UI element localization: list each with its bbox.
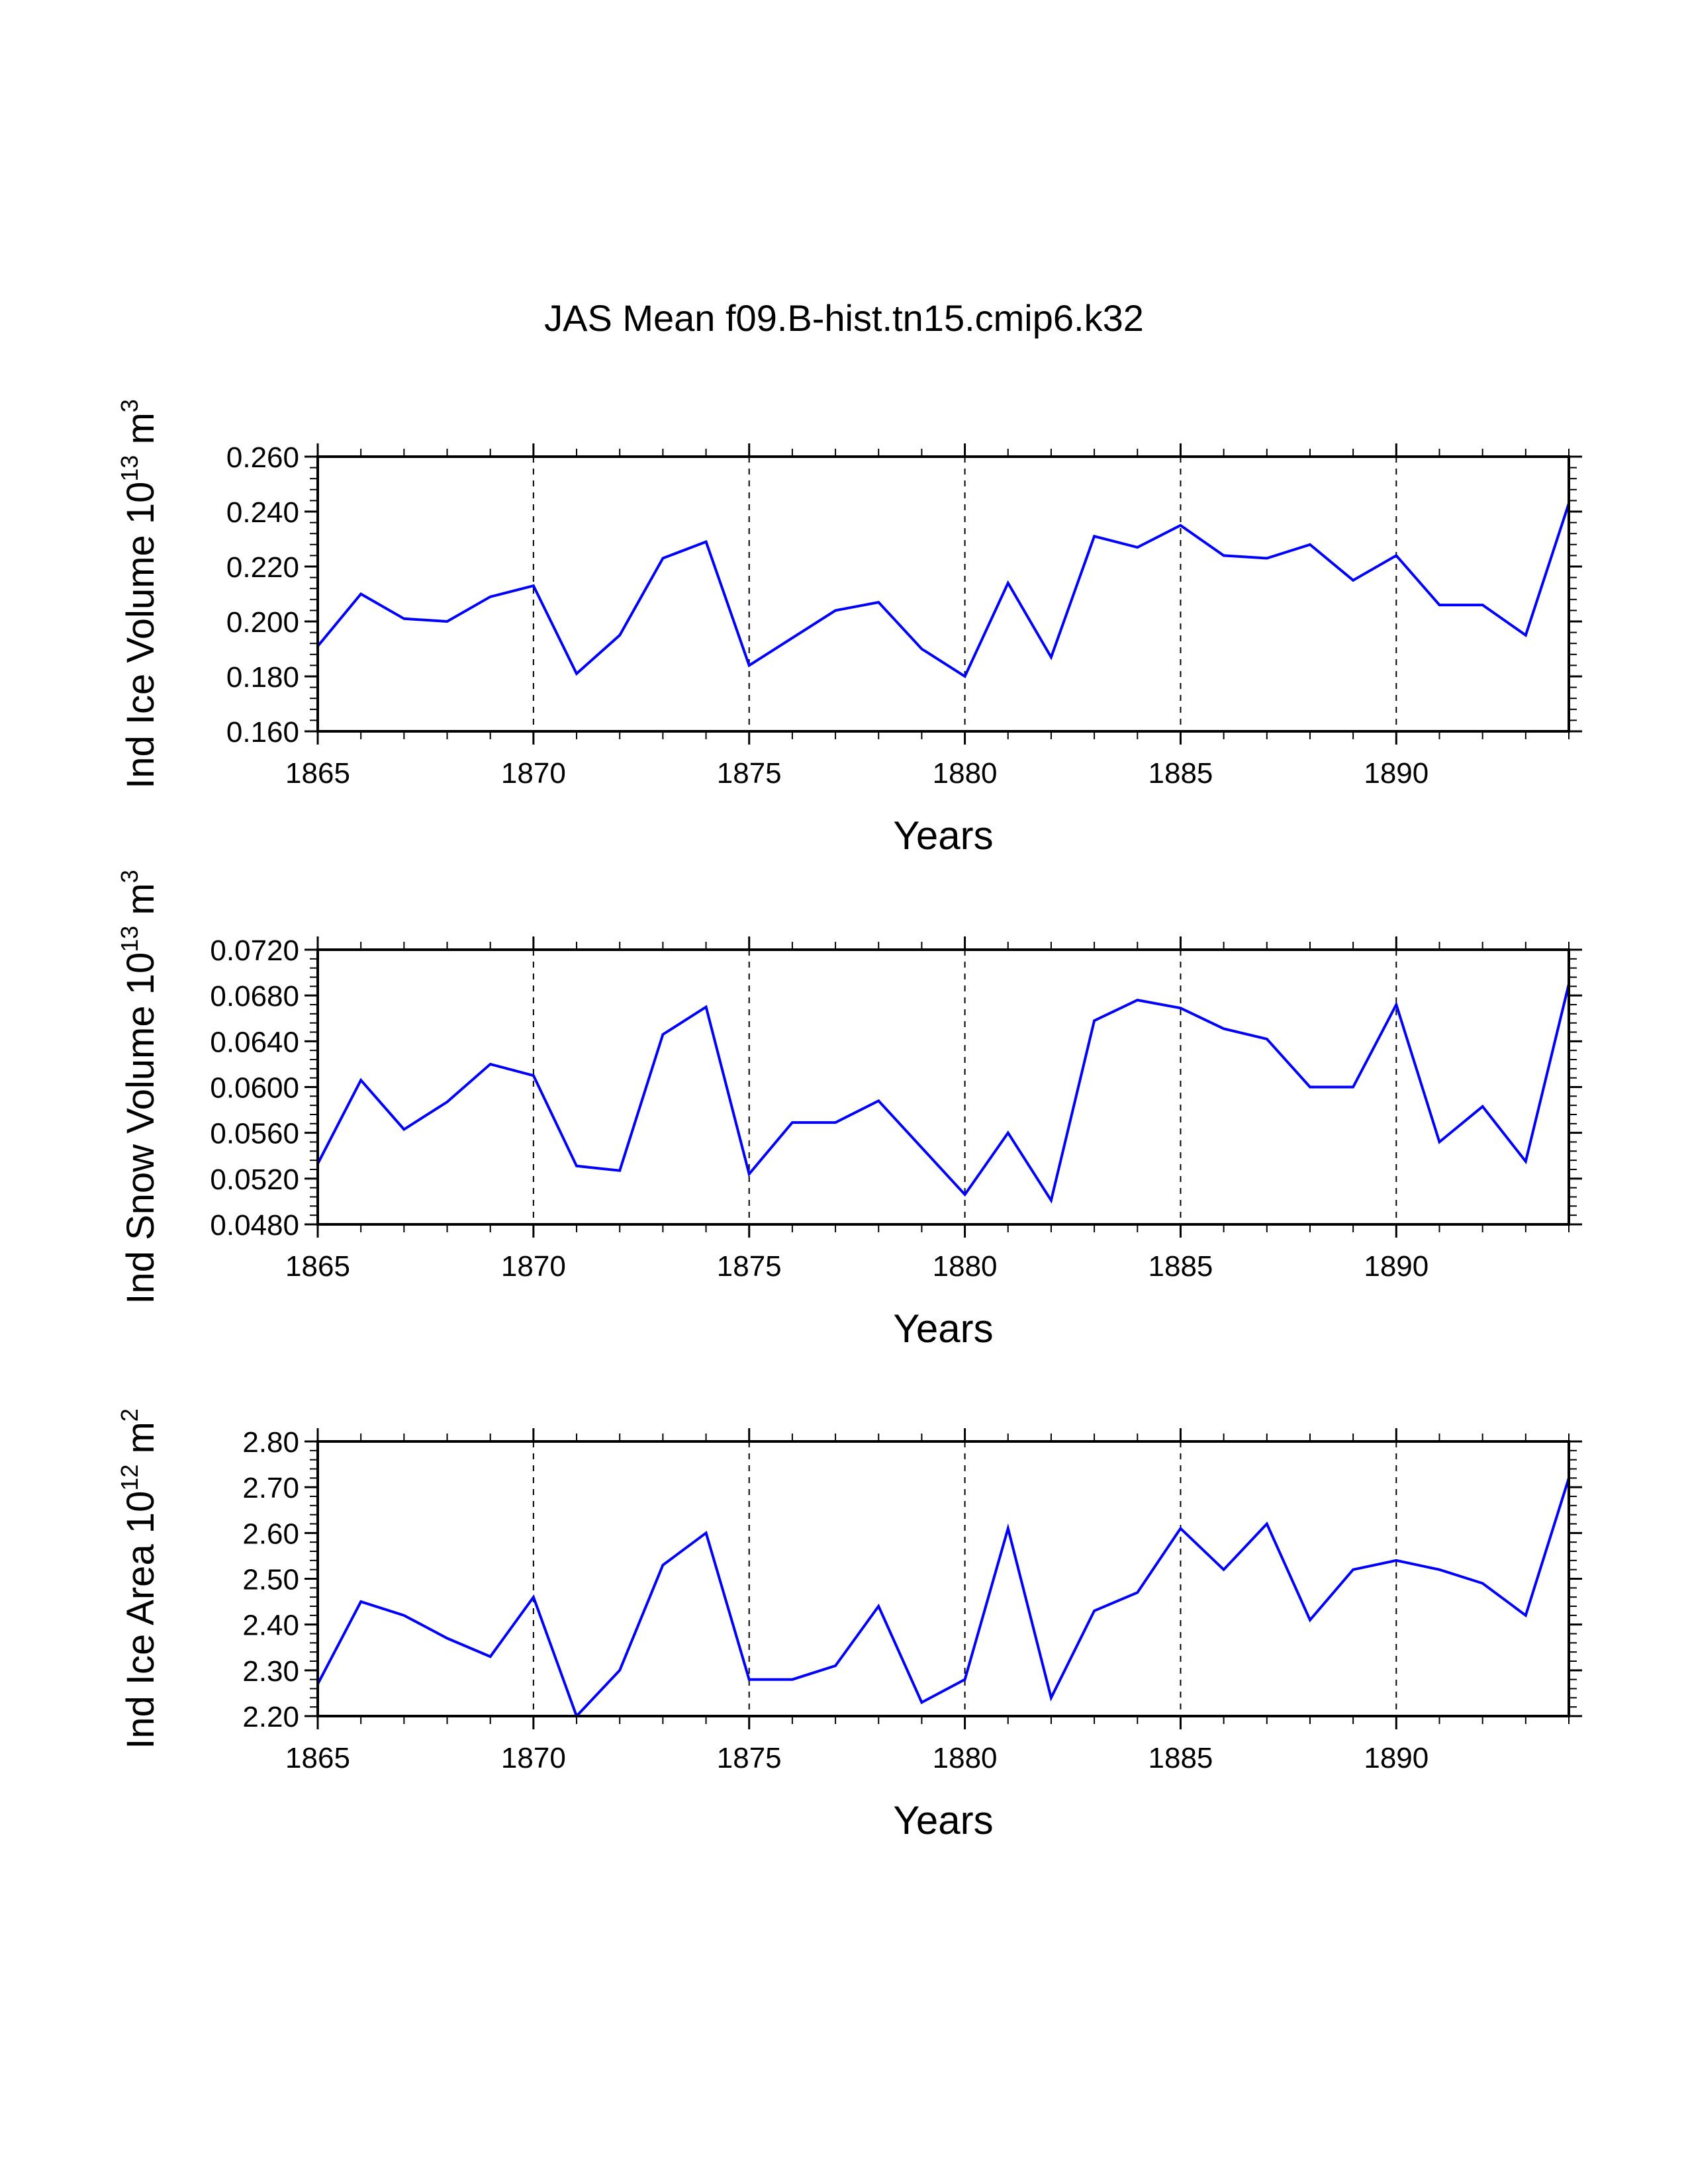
x-tick-label: 1885 <box>1149 757 1213 790</box>
chart-panel-3: 1865 1870 1875 1880 1885 1890 2.20 2.30 2.40 2.50… <box>116 1408 1582 1843</box>
y-tick-label: 0.180 <box>226 661 299 694</box>
y-tick-label: 2.70 <box>242 1472 299 1504</box>
x-tick-label: 1880 <box>933 1742 998 1774</box>
x-axis-title: Years <box>893 813 993 858</box>
data-line <box>316 502 1570 678</box>
x-tick-label: 1875 <box>717 1250 782 1283</box>
y-tick-label: 2.20 <box>242 1701 299 1733</box>
y-tick-label: 0.0600 <box>210 1072 299 1105</box>
y-tick-label: 0.160 <box>226 716 299 749</box>
plot-frame <box>316 948 1570 1226</box>
y-tick-label: 2.40 <box>242 1610 299 1642</box>
y-tick-label: 0.0520 <box>210 1163 299 1196</box>
x-tick-label: 1880 <box>933 1250 998 1283</box>
y-tick-label: 2.50 <box>242 1564 299 1596</box>
chart-panel-1: 1865 1870 1875 1880 1885 1890 0.160 0.180 0.200 0… <box>116 399 1582 858</box>
y-axis-title: Ind Ice Volume 1013 m3 <box>116 399 162 789</box>
y-tick-label: 0.0720 <box>210 934 299 967</box>
y-tick-label: 0.0480 <box>210 1209 299 1242</box>
y-axis-title: Ind Ice Area 1012 m2 <box>116 1408 162 1749</box>
y-tick-label: 2.80 <box>242 1426 299 1459</box>
x-tick-label: 1870 <box>501 1250 566 1283</box>
x-tick-label: 1890 <box>1364 757 1429 790</box>
figure-title: JAS Mean f09.B-hist.tn15.cmip6.k32 <box>544 297 1144 339</box>
plot-frame <box>316 455 1570 733</box>
x-tick-label: 1885 <box>1149 1742 1213 1774</box>
y-tick-label: 0.240 <box>226 496 299 529</box>
y-tick-label: 0.200 <box>226 606 299 639</box>
plot-frame <box>316 1440 1570 1717</box>
x-tick-label: 1890 <box>1364 1742 1429 1774</box>
x-axis-title: Years <box>893 1798 993 1843</box>
x-tick-label: 1865 <box>285 1250 350 1283</box>
x-tick-label: 1885 <box>1149 1250 1213 1283</box>
chart-panel-2: 1865 1870 1875 1880 1885 1890 0.0480 0.0520 0.05… <box>116 870 1582 1351</box>
x-tick-label: 1890 <box>1364 1250 1429 1283</box>
y-tick-label: 0.260 <box>226 441 299 474</box>
x-axis-title: Years <box>893 1306 993 1351</box>
x-tick-label: 1880 <box>933 757 998 790</box>
data-line <box>316 983 1570 1204</box>
data-line <box>316 1477 1570 1719</box>
y-tick-label: 2.30 <box>242 1655 299 1688</box>
y-tick-label: 0.0640 <box>210 1026 299 1058</box>
y-tick-label: 0.220 <box>226 551 299 584</box>
x-tick-label: 1870 <box>501 757 566 790</box>
y-tick-label: 0.0560 <box>210 1118 299 1150</box>
x-tick-label: 1865 <box>285 1742 350 1774</box>
x-tick-label: 1870 <box>501 1742 566 1774</box>
y-tick-label: 2.60 <box>242 1518 299 1550</box>
x-tick-label: 1865 <box>285 757 350 790</box>
x-tick-label: 1875 <box>717 1742 782 1774</box>
y-axis-title: Ind Snow Volume 1013 m3 <box>116 870 162 1304</box>
chart-panels: 1865 1870 1875 1880 1885 1890 0.160 0.180 0.200 0… <box>116 399 1582 1843</box>
x-tick-label: 1875 <box>717 757 782 790</box>
y-tick-label: 0.0680 <box>210 980 299 1013</box>
